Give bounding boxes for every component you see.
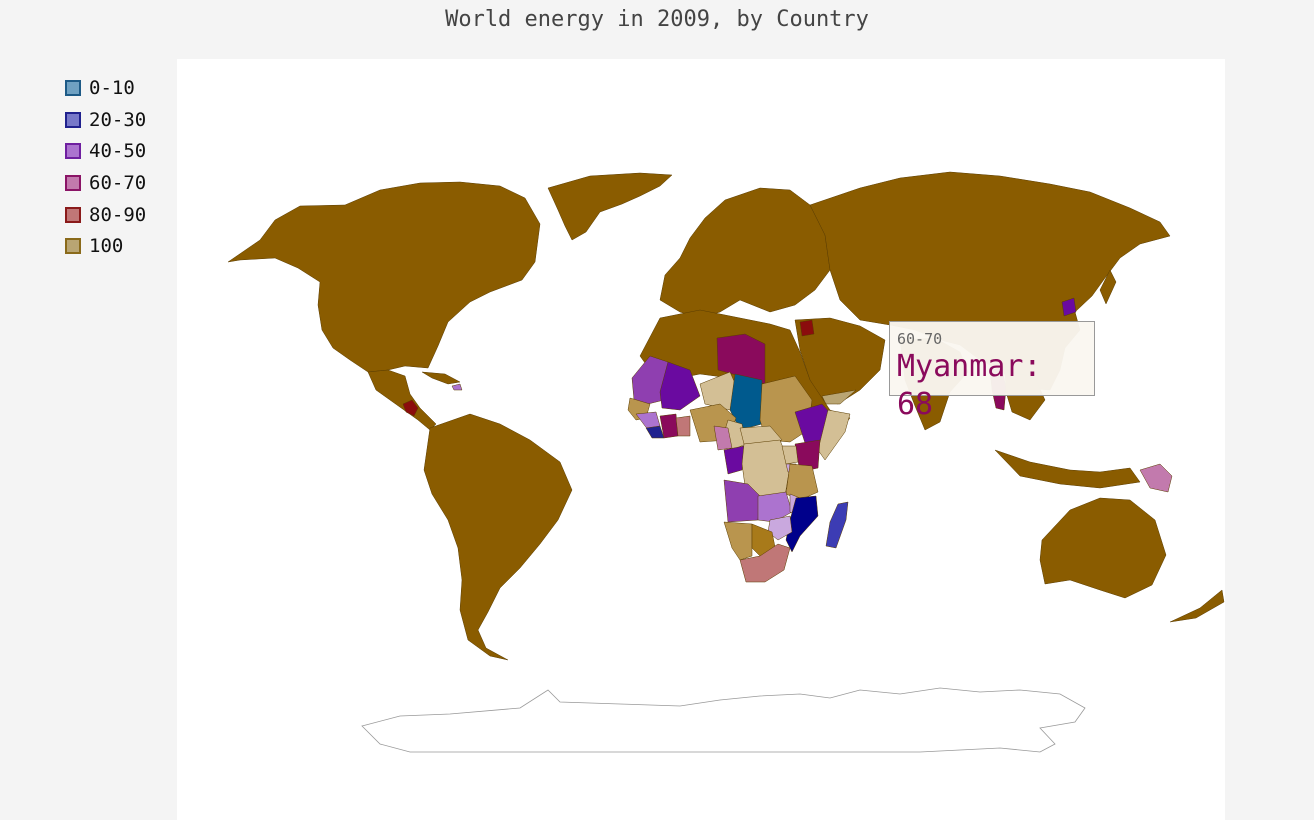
legend-label: 20-30: [89, 108, 147, 131]
region-guatemala[interactable]: [402, 399, 419, 417]
region-kenya[interactable]: [794, 439, 821, 473]
region-tanzania[interactable]: [785, 463, 819, 501]
region-togo[interactable]: [675, 415, 691, 437]
region-sudan[interactable]: [759, 375, 813, 443]
legend: 0-10 20-30 40-50 60-70 80-90 100: [65, 72, 146, 262]
region-papua-new-guinea[interactable]: [1139, 463, 1173, 493]
region-central-america[interactable]: [367, 369, 437, 431]
legend-label: 60-70: [89, 171, 147, 194]
region-zimbabwe[interactable]: [767, 515, 793, 541]
tooltip-range-label: 60-70: [897, 330, 943, 348]
region-gabon[interactable]: [713, 425, 733, 451]
region-syria[interactable]: [799, 319, 815, 337]
legend-swatch-80-90: [65, 206, 81, 223]
region-zambia[interactable]: [757, 491, 793, 523]
region-south-africa[interactable]: [739, 543, 791, 583]
legend-item-60-70[interactable]: 60-70: [65, 167, 146, 199]
legend-item-80-90[interactable]: 80-90: [65, 199, 146, 231]
region-japan[interactable]: [1099, 269, 1117, 305]
legend-label: 0-10: [89, 76, 135, 99]
legend-swatch-0-10: [65, 79, 81, 96]
region-greenland[interactable]: [547, 172, 673, 241]
world-map: [227, 171, 1225, 753]
legend-label: 100: [89, 235, 124, 258]
legend-item-40-50[interactable]: 40-50: [65, 135, 146, 167]
region-chad[interactable]: [729, 373, 763, 431]
region-congo[interactable]: [723, 445, 745, 475]
legend-swatch-40-50: [65, 143, 81, 160]
chart-title: World energy in 2009, by Country: [445, 7, 869, 32]
region-europe[interactable]: [659, 187, 831, 319]
region-antarctica[interactable]: [361, 687, 1086, 753]
region-north-korea[interactable]: [1061, 297, 1077, 317]
legend-label: 80-90: [89, 203, 147, 226]
legend-swatch-20-30: [65, 111, 81, 128]
region-namibia[interactable]: [723, 521, 753, 561]
region-indonesia[interactable]: [994, 449, 1141, 489]
region-south-america[interactable]: [423, 413, 573, 661]
region-new-zealand[interactable]: [1169, 589, 1225, 623]
region-mali[interactable]: [659, 361, 701, 411]
map-plot-area: 60-70 Myanmar: 68: [177, 59, 1225, 820]
tooltip-value: Myanmar: 68: [897, 349, 1042, 422]
tooltip: 60-70 Myanmar: 68: [889, 321, 1095, 422]
region-uganda[interactable]: [781, 445, 799, 465]
region-cuba[interactable]: [421, 371, 461, 385]
region-australia[interactable]: [1039, 497, 1167, 599]
legend-label: 40-50: [89, 140, 147, 163]
region-madagascar[interactable]: [825, 501, 849, 549]
legend-item-20-30[interactable]: 20-30: [65, 104, 146, 136]
region-north-america[interactable]: [227, 181, 541, 373]
legend-swatch-60-70: [65, 174, 81, 191]
legend-item-100[interactable]: 100: [65, 230, 146, 262]
region-liberia[interactable]: [645, 425, 665, 439]
region-haiti[interactable]: [451, 383, 463, 391]
legend-swatch-100: [65, 238, 81, 255]
legend-item-0-10[interactable]: 0-10: [65, 72, 146, 104]
